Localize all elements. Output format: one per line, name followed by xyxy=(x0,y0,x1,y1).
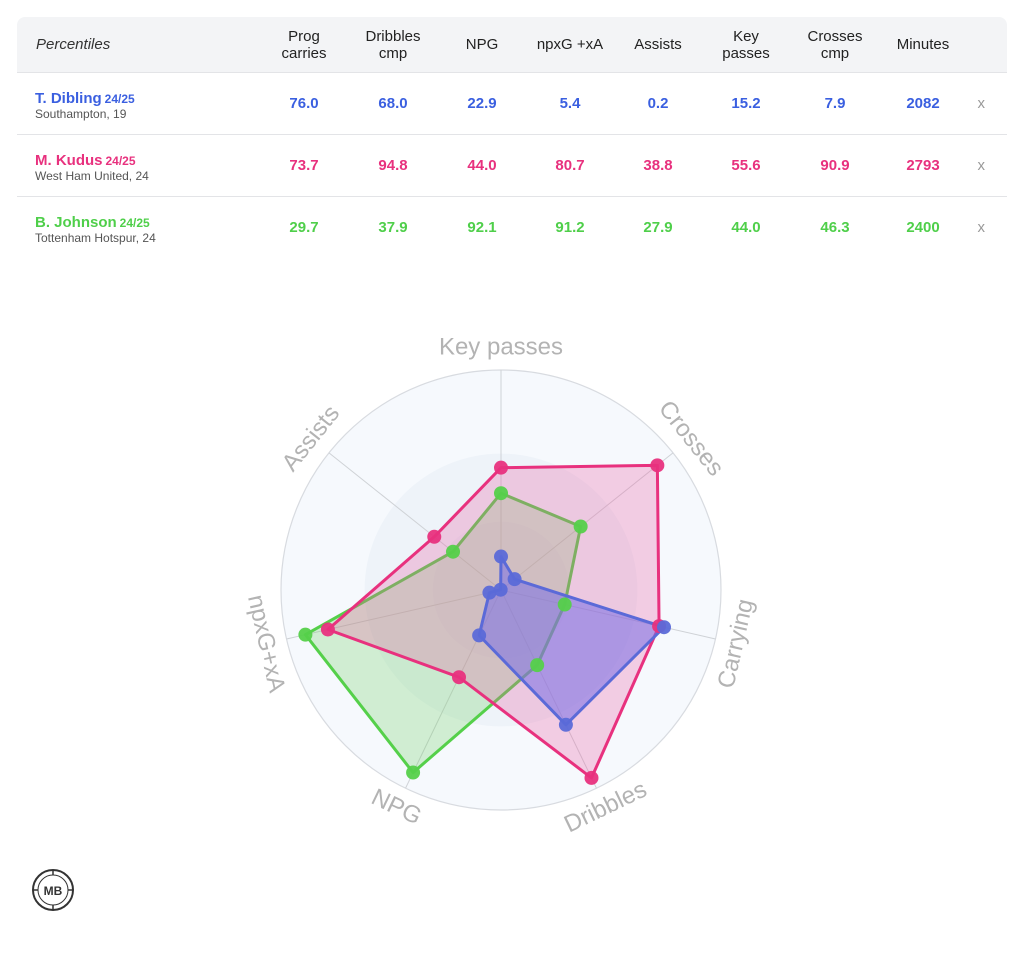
data-point xyxy=(557,597,572,612)
column-header-5: Key passes xyxy=(722,27,770,62)
data-point xyxy=(657,620,672,635)
data-point xyxy=(494,460,508,475)
table-body: T. Dibling 24/25 Southampton, 19 76.0 68.0 22… xyxy=(17,73,1007,258)
table-row: B. Johnson 24/25 Tottenham Hotspur, 24 29.7… xyxy=(17,197,1007,258)
table-cell: 76.0 xyxy=(289,95,319,112)
player-name[interactable]: M. Kudus 24/25 xyxy=(35,152,136,169)
table-cell: 92.1 xyxy=(467,219,497,236)
table-cell: 94.8 xyxy=(378,157,408,174)
table-cell: 38.8 xyxy=(643,157,673,174)
table-cell: 2082 xyxy=(906,95,940,112)
table-cell: 22.9 xyxy=(467,95,497,112)
table-row: T. Dibling 24/25 Southampton, 19 76.0 68.0 22… xyxy=(17,73,1007,135)
data-point xyxy=(584,770,599,785)
table-cell: 29.7 xyxy=(289,219,319,236)
radar-chart: Key passesCrossesCarryingDribblesNPGnpxG… xyxy=(242,333,759,838)
table-cell: 2400 xyxy=(906,219,940,236)
table-cell: 44.0 xyxy=(731,219,761,236)
percentiles-table: Percentiles Prog carries Dribbles cmp NPG npx… xyxy=(17,17,1007,258)
data-point xyxy=(452,670,467,685)
column-header-2: NPG xyxy=(465,36,499,53)
data-point xyxy=(558,717,573,732)
table-cell: 46.3 xyxy=(820,219,850,236)
svg-text:MB: MB xyxy=(44,884,63,898)
data-point xyxy=(494,486,508,501)
table-cell: 0.2 xyxy=(647,95,669,112)
data-point xyxy=(507,572,522,587)
data-point xyxy=(298,627,313,642)
data-point xyxy=(406,765,421,780)
data-point xyxy=(427,529,442,544)
data-point xyxy=(573,519,588,534)
table-cell: 37.9 xyxy=(378,219,408,236)
table-cell: 15.2 xyxy=(731,95,761,112)
table-row: M. Kudus 24/25 West Ham United, 24 73.7 94.8… xyxy=(17,135,1007,197)
data-point xyxy=(472,628,487,643)
table-cell: 2793 xyxy=(906,157,940,174)
table-cell: 7.9 xyxy=(824,95,846,112)
axis-label: Key passes xyxy=(439,333,563,360)
table-cell: 5.4 xyxy=(559,95,581,112)
table-cell: 68.0 xyxy=(378,95,408,112)
data-point xyxy=(530,658,545,673)
data-point xyxy=(494,549,508,564)
column-header-6: Crosses cmp xyxy=(807,27,863,62)
column-header-1: Dribbles cmp xyxy=(365,27,421,62)
table-cell: 90.9 xyxy=(820,157,850,174)
player-season: 24/25 xyxy=(104,92,135,106)
column-header-0: Prog carries xyxy=(281,27,327,62)
table-header: Percentiles Prog carries Dribbles cmp NPG npx… xyxy=(17,17,1007,73)
player-club: Tottenham Hotspur, 24 xyxy=(35,231,156,245)
player-season: 24/25 xyxy=(105,154,136,168)
remove-player-button[interactable]: x xyxy=(977,157,986,174)
mb-logo: MB xyxy=(31,868,75,917)
remove-player-button[interactable]: x xyxy=(977,219,986,236)
table-cell: 27.9 xyxy=(643,219,673,236)
data-point xyxy=(482,585,497,600)
player-season: 24/25 xyxy=(119,216,150,230)
radar-spoke xyxy=(328,452,502,591)
data-point xyxy=(650,458,665,473)
table-cell: 80.7 xyxy=(555,157,585,174)
column-header-4: Assists xyxy=(634,36,682,53)
data-point xyxy=(446,544,461,559)
player-name[interactable]: B. Johnson 24/25 xyxy=(35,214,150,231)
player-club: Southampton, 19 xyxy=(35,107,127,121)
column-header-7: Minutes xyxy=(896,36,950,53)
player-club: West Ham United, 24 xyxy=(35,169,149,183)
series-area-2 xyxy=(303,491,583,775)
table-cell: 44.0 xyxy=(467,157,497,174)
table-cell: 73.7 xyxy=(289,157,319,174)
table-cell: 91.2 xyxy=(555,219,585,236)
column-header-3: npxG +xA xyxy=(536,36,604,53)
remove-player-button[interactable]: x xyxy=(977,95,986,112)
data-point xyxy=(493,582,508,597)
data-point xyxy=(320,622,335,637)
header-percentiles: Percentiles xyxy=(36,36,111,53)
player-name[interactable]: T. Dibling 24/25 xyxy=(35,90,135,107)
radar-spoke xyxy=(500,452,674,591)
table-cell: 55.6 xyxy=(731,157,761,174)
